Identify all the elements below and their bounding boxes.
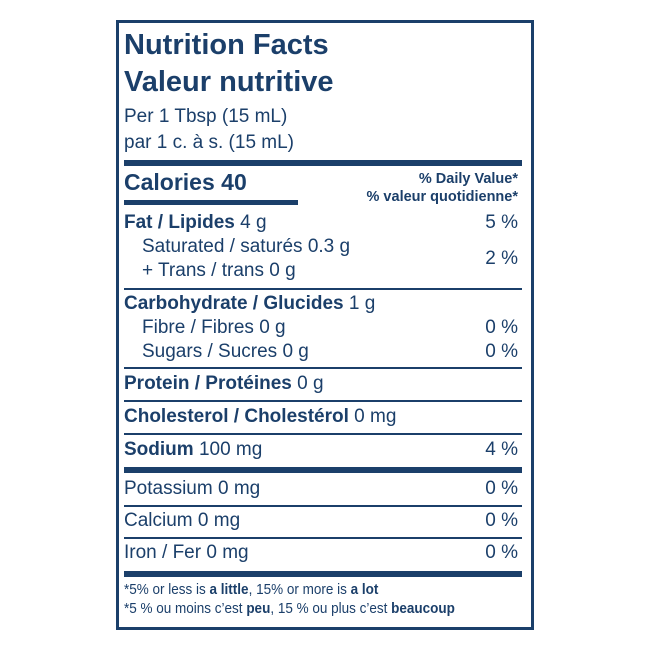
divider-thick (124, 571, 522, 577)
title-fr: Valeur nutritive (124, 66, 334, 98)
divider-thick (124, 467, 522, 473)
calories-underline (124, 200, 298, 205)
fat-row: Fat / Lipides 4 g (124, 212, 267, 233)
calories: Calories 40 (124, 169, 247, 195)
protein-row: Protein / Protéines 0 g (124, 373, 324, 394)
fibre-dv: 0 % (485, 317, 518, 338)
calcium-dv: 0 % (485, 510, 518, 531)
daily-value-fr: % valeur quotidienne* (366, 189, 518, 205)
trans-row: + Trans / trans 0 g (142, 260, 296, 281)
daily-value-en: % Daily Value* (418, 171, 518, 187)
carbohydrate-row: Carbohydrate / Glucides 1 g (124, 293, 376, 314)
sugars-row: Sugars / Sucres 0 g (142, 341, 309, 362)
potassium-row: Potassium 0 mg (124, 478, 261, 499)
iron-row: Iron / Fer 0 mg (124, 542, 249, 563)
divider (124, 505, 522, 507)
saturated-row: Saturated / saturés 0.3 g (142, 236, 351, 257)
serving-en: Per 1 Tbsp (15 mL) (124, 106, 288, 127)
serving-fr: par 1 c. à s. (15 mL) (124, 132, 295, 153)
sugars-dv: 0 % (485, 341, 518, 362)
title-en: Nutrition Facts (124, 29, 329, 61)
potassium-dv: 0 % (485, 478, 518, 499)
divider-thick (124, 160, 522, 166)
calcium-row: Calcium 0 mg (124, 510, 241, 531)
sodium-row: Sodium 100 mg (124, 439, 263, 460)
cholesterol-row: Cholesterol / Cholestérol 0 mg (124, 406, 397, 427)
sat-trans-dv: 2 % (485, 248, 518, 269)
fibre-row: Fibre / Fibres 0 g (142, 317, 286, 338)
divider (124, 433, 522, 435)
footnote-fr: *5 % ou moins c’est peu, 15 % ou plus c’… (124, 600, 455, 617)
footnote-en: *5% or less is a little, 15% or more is … (124, 581, 379, 598)
nutrition-facts-border (116, 20, 534, 630)
divider (124, 537, 522, 539)
divider (124, 367, 522, 369)
fat-dv: 5 % (485, 212, 518, 233)
iron-dv: 0 % (485, 542, 518, 563)
divider (124, 288, 522, 290)
divider (124, 400, 522, 402)
sodium-dv: 4 % (485, 439, 518, 460)
